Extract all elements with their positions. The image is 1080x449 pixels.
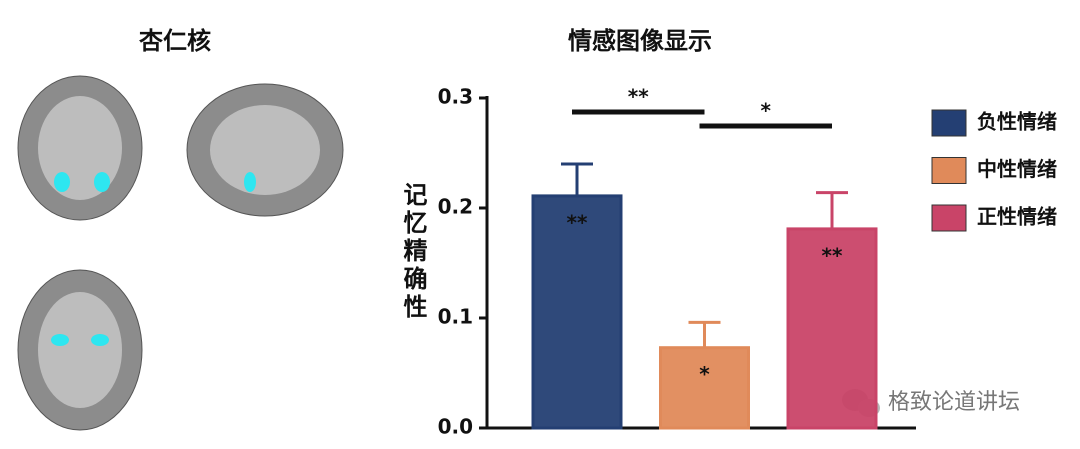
bar <box>786 227 878 430</box>
legend-label: 中性情绪 <box>977 157 1057 181</box>
bar <box>531 194 623 430</box>
y-tick-label: 0.3 <box>438 85 473 109</box>
amygdala <box>94 172 110 192</box>
amygdala <box>51 334 69 346</box>
legend-swatch <box>931 109 967 137</box>
watermark-text: 格致论道讲坛 <box>888 390 1020 415</box>
bar-annotation: ** <box>822 243 843 267</box>
bar-annotation: * <box>699 362 710 386</box>
amygdala <box>54 172 70 192</box>
brain-inner <box>210 105 320 195</box>
chart-title: 情感图像显示 <box>568 27 712 55</box>
amygdala <box>244 172 256 192</box>
y-axis-label: 记忆精确性 <box>399 182 427 322</box>
legend-label: 负性情绪 <box>977 110 1057 134</box>
legend-swatch <box>931 157 967 184</box>
amygdala <box>91 334 109 346</box>
legend-label: 正性情绪 <box>977 205 1057 229</box>
y-tick-label: 0.0 <box>438 415 473 439</box>
bar <box>659 346 750 430</box>
y-tick-label: 0.2 <box>438 195 473 219</box>
significance-label: * <box>761 99 772 123</box>
significance-label: ** <box>628 85 649 109</box>
bar-annotation: ** <box>567 210 588 234</box>
brain-inner <box>38 292 122 408</box>
brain-images <box>17 75 344 431</box>
legend-swatch <box>931 204 967 232</box>
panel-title: 杏仁核 <box>139 27 211 55</box>
y-tick-label: 0.1 <box>438 305 473 329</box>
